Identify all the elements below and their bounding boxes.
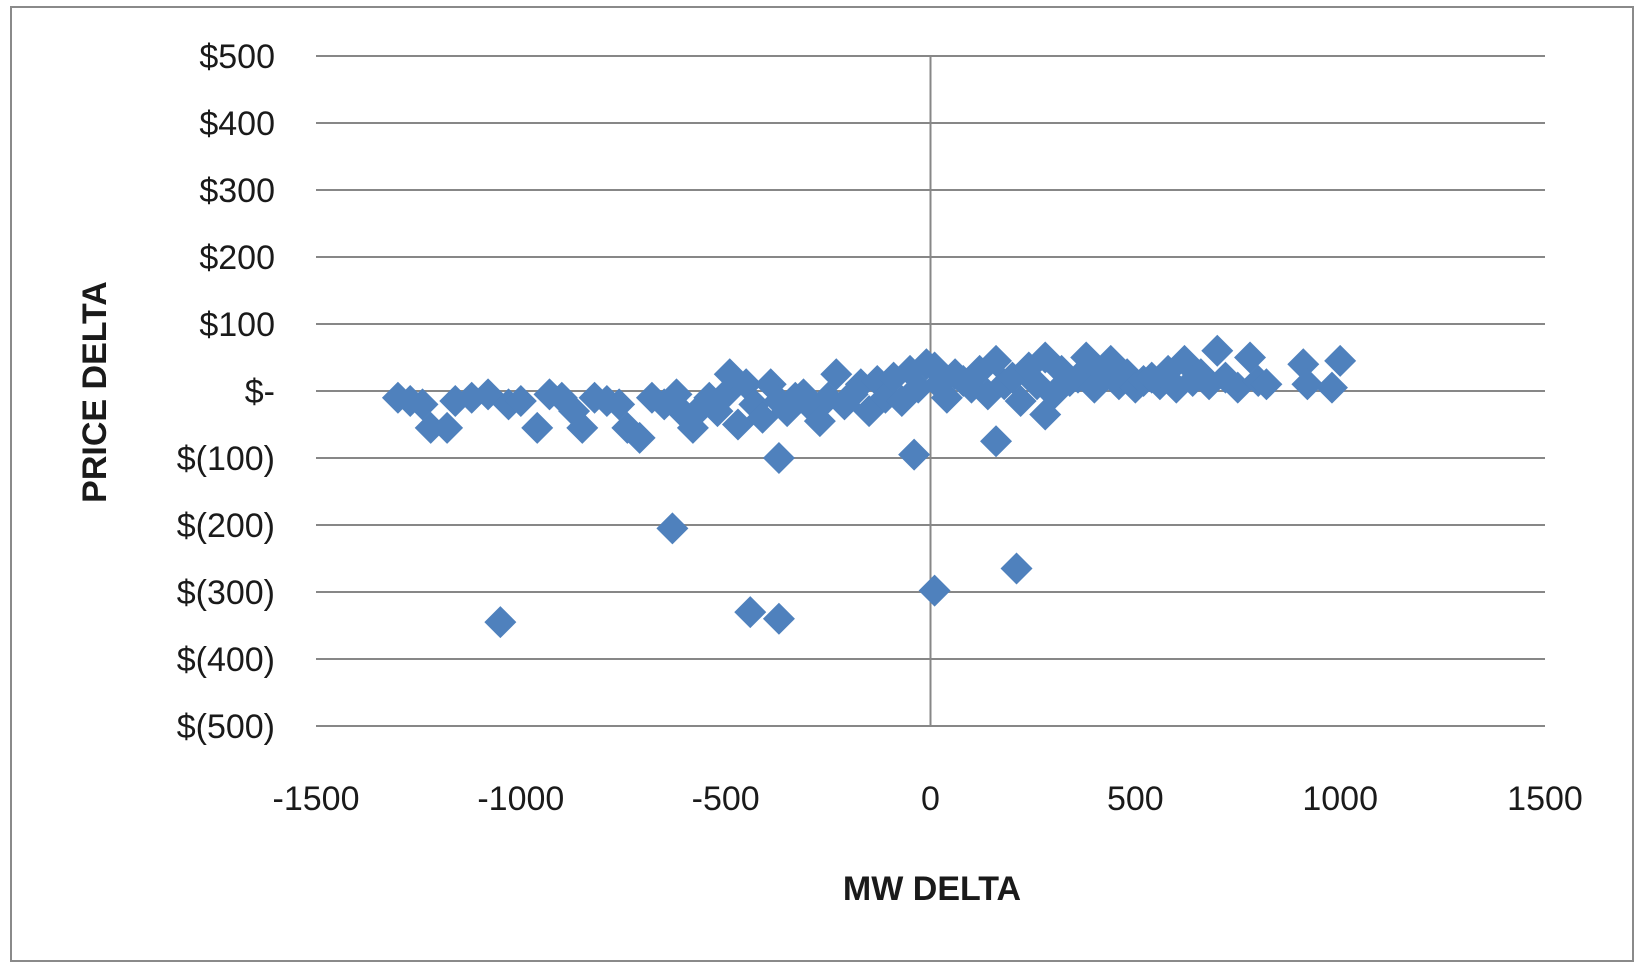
- x-tick-labels: -1500 -1000 -500 0 500 1000 1500: [273, 780, 1583, 818]
- data-point: [746, 401, 779, 434]
- y-tick-label: $100: [199, 306, 275, 344]
- data-points: [381, 334, 1357, 639]
- y-tick-label: $(200): [177, 507, 275, 545]
- data-point: [414, 411, 447, 444]
- x-tick-label: 500: [1107, 780, 1164, 818]
- data-point: [762, 442, 795, 474]
- data-point: [431, 411, 464, 444]
- data-point: [1315, 371, 1348, 404]
- data-point: [1287, 348, 1320, 381]
- x-tick-label: 1500: [1507, 780, 1583, 818]
- data-point: [484, 606, 517, 639]
- y-tick-label: $400: [199, 105, 275, 143]
- y-tick-label: $(300): [177, 574, 275, 612]
- data-point: [734, 596, 767, 629]
- data-point: [566, 411, 599, 444]
- data-point: [980, 425, 1013, 458]
- data-point: [1000, 552, 1033, 585]
- x-tick-label: 1000: [1302, 780, 1378, 818]
- y-tick-label: $300: [199, 172, 275, 210]
- y-tick-label: $200: [199, 239, 275, 277]
- x-tick-label: -500: [692, 780, 760, 818]
- data-point: [1004, 385, 1037, 418]
- x-axis-title: MW DELTA: [843, 870, 1021, 908]
- x-tick-label: -1500: [273, 780, 360, 818]
- data-point: [1250, 368, 1283, 401]
- y-axis-title: PRICE DELTA: [76, 281, 114, 503]
- x-tick-label: -1000: [477, 780, 564, 818]
- data-point: [521, 411, 554, 444]
- data-point: [504, 385, 537, 418]
- data-point: [1324, 344, 1357, 377]
- data-point: [1029, 398, 1062, 431]
- data-point: [918, 574, 951, 607]
- data-point: [898, 438, 931, 471]
- data-point: [1201, 334, 1234, 367]
- data-point: [820, 358, 853, 391]
- data-point: [656, 512, 689, 545]
- data-point: [623, 421, 656, 454]
- data-point: [1291, 368, 1324, 401]
- y-tick-label: $(100): [177, 440, 275, 478]
- x-tick-label: 0: [921, 780, 940, 818]
- y-tick-labels: $500 $400 $300 $200 $100 $- $(100) $(200) $(300)…: [177, 38, 275, 746]
- y-tick-label: $(500): [177, 708, 275, 746]
- y-tick-label: $500: [199, 38, 275, 76]
- y-tick-label: $-: [245, 373, 275, 411]
- y-tick-label: $(400): [177, 641, 275, 679]
- chart-frame: [10, 6, 1634, 962]
- data-point: [721, 408, 754, 441]
- data-point: [762, 602, 795, 635]
